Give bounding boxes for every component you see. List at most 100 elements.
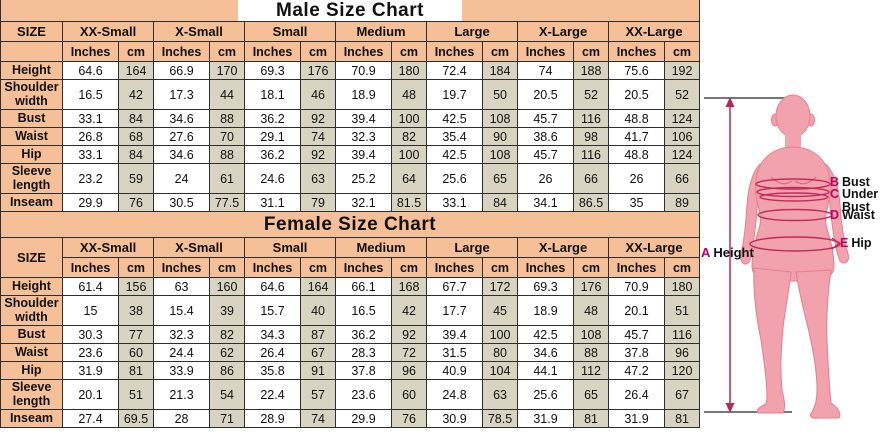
value-cm: 62 [209,343,246,362]
unit-header-cm: cm [117,257,155,278]
value-cm: 60 [391,379,428,410]
value-inches: 26.8 [62,127,119,146]
measurement-row: Height 64.6 164 66.9 170 69.3 176 70.9 180 72.4 18… [0,61,701,80]
value-inches: 64.6 [244,277,302,296]
value-cm: 81.5 [391,193,428,212]
value-inches: 70.9 [335,61,393,80]
value-inches: 45.7 [608,325,666,344]
value-inches: 36.2 [244,145,302,164]
size-group-header-xx-large: XX-Large [608,21,701,42]
value-cm: 65 [482,163,519,194]
value-cm: 160 [209,277,246,296]
value-inches: 34.3 [244,325,302,344]
female-size-table: SIZE XX-Small X-Small Small Medium Large X-Lar… [0,237,701,428]
value-inches: 41.7 [608,127,666,146]
value-inches: 39.4 [335,109,393,128]
value-inches: 30.9 [426,409,484,428]
value-cm: 63 [300,163,337,194]
value-cm: 87 [300,325,337,344]
value-cm: 96 [664,343,701,362]
measurement-row: Hip 31.9 81 33.9 86 35.8 91 37.8 96 40.9 104 44.1 11… [0,361,701,380]
unit-header-inches: Inches [62,257,119,278]
value-cm: 42 [391,295,428,326]
value-inches: 28.3 [335,343,393,362]
value-inches: 29.1 [244,127,302,146]
value-inches: 24.4 [153,343,211,362]
value-cm: 67 [300,343,337,362]
value-cm: 104 [482,361,519,380]
value-inches: 32.3 [335,127,393,146]
value-cm: 106 [664,127,701,146]
underbust-measure-line [756,186,830,198]
value-cm: 45 [482,295,519,326]
value-inches: 34.6 [153,109,211,128]
value-cm: 78.5 [482,409,519,428]
value-inches: 25.6 [517,379,575,410]
row-label: Sleeve length [0,163,63,194]
value-inches: 24.8 [426,379,484,410]
value-cm: 108 [573,325,610,344]
value-cm: 65 [573,379,610,410]
value-cm: 52 [664,79,701,110]
value-cm: 88 [209,109,246,128]
value-cm: 180 [664,277,701,296]
unit-header-inches: Inches [335,41,393,62]
value-inches: 15 [62,295,119,326]
value-inches: 33.1 [62,109,119,128]
unit-header-inches: Inches [62,41,119,62]
value-cm: 74 [300,127,337,146]
unit-header-inches: Inches [244,41,302,62]
row-label: Hip [0,361,63,380]
waist-measure-line [757,208,833,222]
value-inches: 48.8 [608,109,666,128]
value-cm: 124 [664,145,701,164]
row-label: Bust [0,325,63,344]
value-inches: 18.9 [517,295,575,326]
value-inches: 25.2 [335,163,393,194]
measurement-row: Waist 26.8 68 27.6 70 29.1 74 32.3 82 35.4 90 38.6 9… [0,127,701,146]
value-inches: 23.2 [62,163,119,194]
value-cm: 57 [300,379,337,410]
unit-header-cm: cm [482,257,519,278]
value-cm: 84 [482,193,519,212]
male-size-chart-section: Male Size Chart SIZE XX-Small X-Small Small… [0,0,701,212]
value-inches: 31.9 [517,409,575,428]
value-cm: 84 [117,145,155,164]
value-inches: 42.5 [426,109,484,128]
value-inches: 22.4 [244,379,302,410]
value-inches: 16.5 [335,295,393,326]
value-inches: 45.7 [517,109,575,128]
size-group-header-x-large: X-Large [517,21,610,42]
size-group-header-small: Small [244,21,337,42]
unit-header-inches: Inches [608,257,666,278]
measurement-row: Sleeve length 20.1 51 21.3 54 22.4 57 23.6 60 24.… [0,379,701,410]
size-group-header-small: Small [244,237,337,258]
value-cm: 116 [573,109,610,128]
value-inches: 36.2 [335,325,393,344]
value-inches: 31.9 [608,409,666,428]
value-inches: 63 [153,277,211,296]
unit-header-cm: cm [573,257,610,278]
value-inches: 15.4 [153,295,211,326]
value-inches: 42.5 [426,145,484,164]
size-group-header-large: Large [426,21,519,42]
arrow-up-icon [725,97,735,107]
row-label: Shoulder width [0,295,63,326]
value-inches: 30.5 [153,193,211,212]
value-inches: 25.6 [426,163,484,194]
value-cm: 88 [573,343,610,362]
value-cm: 124 [664,109,701,128]
value-cm: 39 [209,295,246,326]
hip-measure-line [749,236,841,252]
value-inches: 31.9 [62,361,119,380]
value-cm: 80 [482,343,519,362]
torso [751,146,835,282]
value-cm: 86 [209,361,246,380]
value-inches: 26 [608,163,666,194]
value-inches: 21.3 [153,379,211,410]
value-inches: 72.4 [426,61,484,80]
value-inches: 33.1 [62,145,119,164]
value-inches: 36.2 [244,109,302,128]
value-cm: 51 [117,379,155,410]
value-inches: 37.8 [335,361,393,380]
